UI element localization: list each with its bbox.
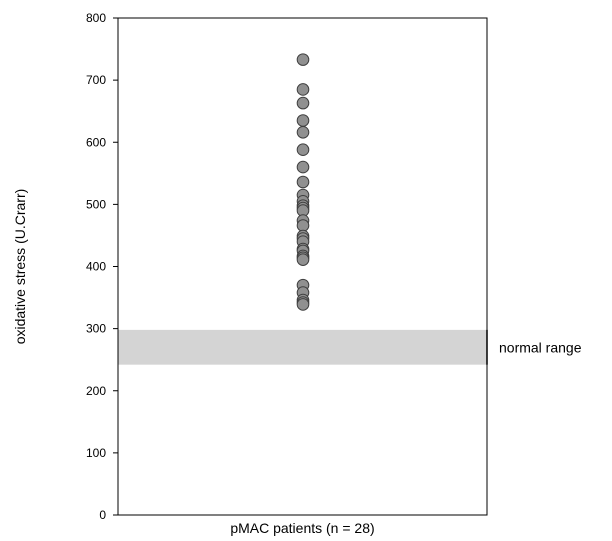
data-point: [296, 96, 310, 110]
data-point: [296, 219, 310, 232]
y-tick-label: 600: [86, 135, 106, 149]
normal-range-band: [118, 329, 487, 365]
y-tick-label: 400: [86, 260, 106, 274]
y-tick-label: 200: [86, 384, 106, 398]
data-point: [296, 253, 310, 266]
data-point: [296, 298, 310, 311]
data-point: [296, 143, 310, 157]
y-tick-label: 300: [86, 322, 106, 336]
y-axis: 0 100 200 300 400 500 600 700 800: [86, 11, 118, 522]
normal-range-label: normal range: [499, 339, 582, 355]
data-point: [296, 160, 310, 174]
x-axis-label: pMAC patients (n = 28): [230, 520, 374, 536]
y-tick-label: 700: [86, 73, 106, 87]
y-tick-label: 800: [86, 11, 106, 25]
y-tick-label: 0: [99, 508, 106, 522]
data-points: [296, 53, 310, 311]
data-point: [296, 126, 310, 139]
y-tick-label: 100: [86, 446, 106, 460]
y-tick-label: 500: [86, 197, 106, 211]
data-point: [296, 53, 310, 66]
data-point: [296, 175, 310, 189]
y-axis-label: oxidative stress (U.Crarr): [12, 189, 28, 345]
data-point: [296, 83, 310, 96]
data-point: [296, 114, 310, 127]
